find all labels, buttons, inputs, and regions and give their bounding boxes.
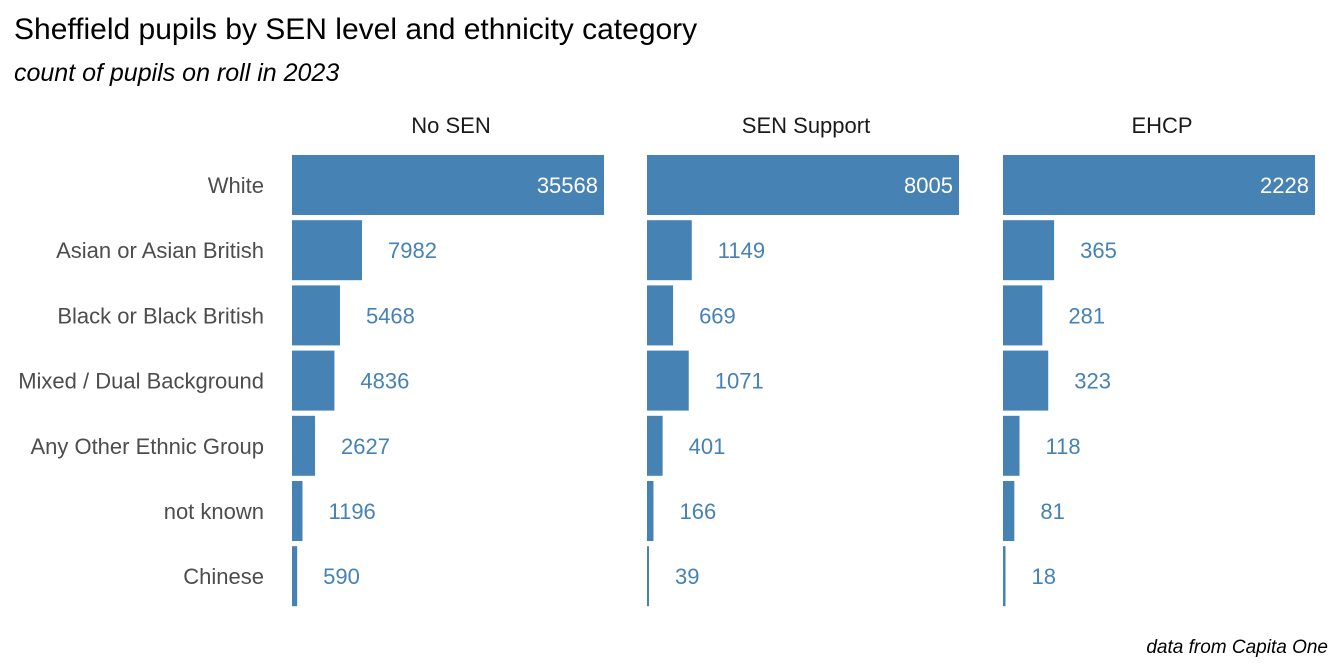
bar (647, 350, 689, 411)
bar (1003, 415, 1020, 476)
bar (647, 155, 959, 215)
category-label: Asian or Asian British (56, 238, 264, 263)
facet-title: No SEN (411, 113, 490, 138)
bar (292, 481, 303, 541)
bar (1003, 350, 1049, 411)
data-label: 35568 (537, 173, 598, 198)
data-label: 81 (1040, 499, 1064, 524)
category-label: Mixed / Dual Background (18, 369, 264, 394)
bar (292, 220, 363, 281)
category-label: Chinese (183, 564, 264, 589)
data-label: 39 (675, 564, 699, 589)
data-label: 4836 (360, 369, 409, 394)
chart-title: Sheffield pupils by SEN level and ethnic… (14, 13, 697, 46)
bar (647, 546, 649, 607)
bar (292, 546, 298, 607)
bar (292, 285, 340, 346)
data-label: 590 (323, 564, 360, 589)
data-label: 401 (689, 434, 726, 459)
data-label: 1149 (718, 238, 765, 263)
data-label: 118 (1046, 434, 1081, 459)
category-label: White (208, 173, 264, 198)
bar (292, 350, 335, 411)
data-label: 166 (679, 499, 716, 524)
data-label: 2228 (1260, 173, 1309, 198)
bar (1003, 546, 1006, 607)
bar (1003, 155, 1315, 215)
data-label: 281 (1068, 303, 1105, 328)
facet-panels: No SEN 35568 7982 5468 4836 2627 1196 590 SEN Su… (292, 113, 1315, 607)
bar (647, 481, 654, 541)
facet-panel: SEN Support 8005 1149 669 1071 401 166 39 (647, 113, 959, 607)
data-label: 323 (1074, 369, 1111, 394)
data-label: 365 (1080, 238, 1117, 263)
data-label: 7982 (388, 238, 437, 263)
category-labels: White Asian or Asian British Black or Blac… (18, 173, 264, 589)
bar (292, 155, 604, 215)
data-label: 18 (1032, 564, 1056, 589)
chart-subtitle: count of pupils on roll in 2023 (14, 59, 339, 87)
facet-title: EHCP (1131, 113, 1192, 138)
data-label: 1196 (328, 499, 375, 524)
data-label: 8005 (904, 173, 953, 198)
facet-title: SEN Support (742, 113, 870, 138)
bar (647, 220, 692, 281)
bar (647, 285, 674, 346)
bar (1003, 220, 1055, 281)
data-label: 1071 (715, 369, 764, 394)
category-label: Black or Black British (57, 303, 264, 328)
facet-panel: No SEN 35568 7982 5468 4836 2627 1196 590 (292, 113, 604, 607)
bar (647, 415, 663, 476)
category-label: not known (164, 499, 264, 524)
bar (292, 415, 316, 476)
facet-panel: EHCP 2228 365 281 323 118 81 18 (1003, 113, 1315, 607)
chart-caption: data from Capita One (1146, 637, 1328, 658)
data-label: 2627 (341, 434, 390, 459)
bar (1003, 285, 1043, 346)
data-label: 5468 (366, 303, 415, 328)
category-label: Any Other Ethnic Group (30, 434, 264, 459)
data-label: 669 (699, 303, 736, 328)
bar (1003, 481, 1015, 541)
